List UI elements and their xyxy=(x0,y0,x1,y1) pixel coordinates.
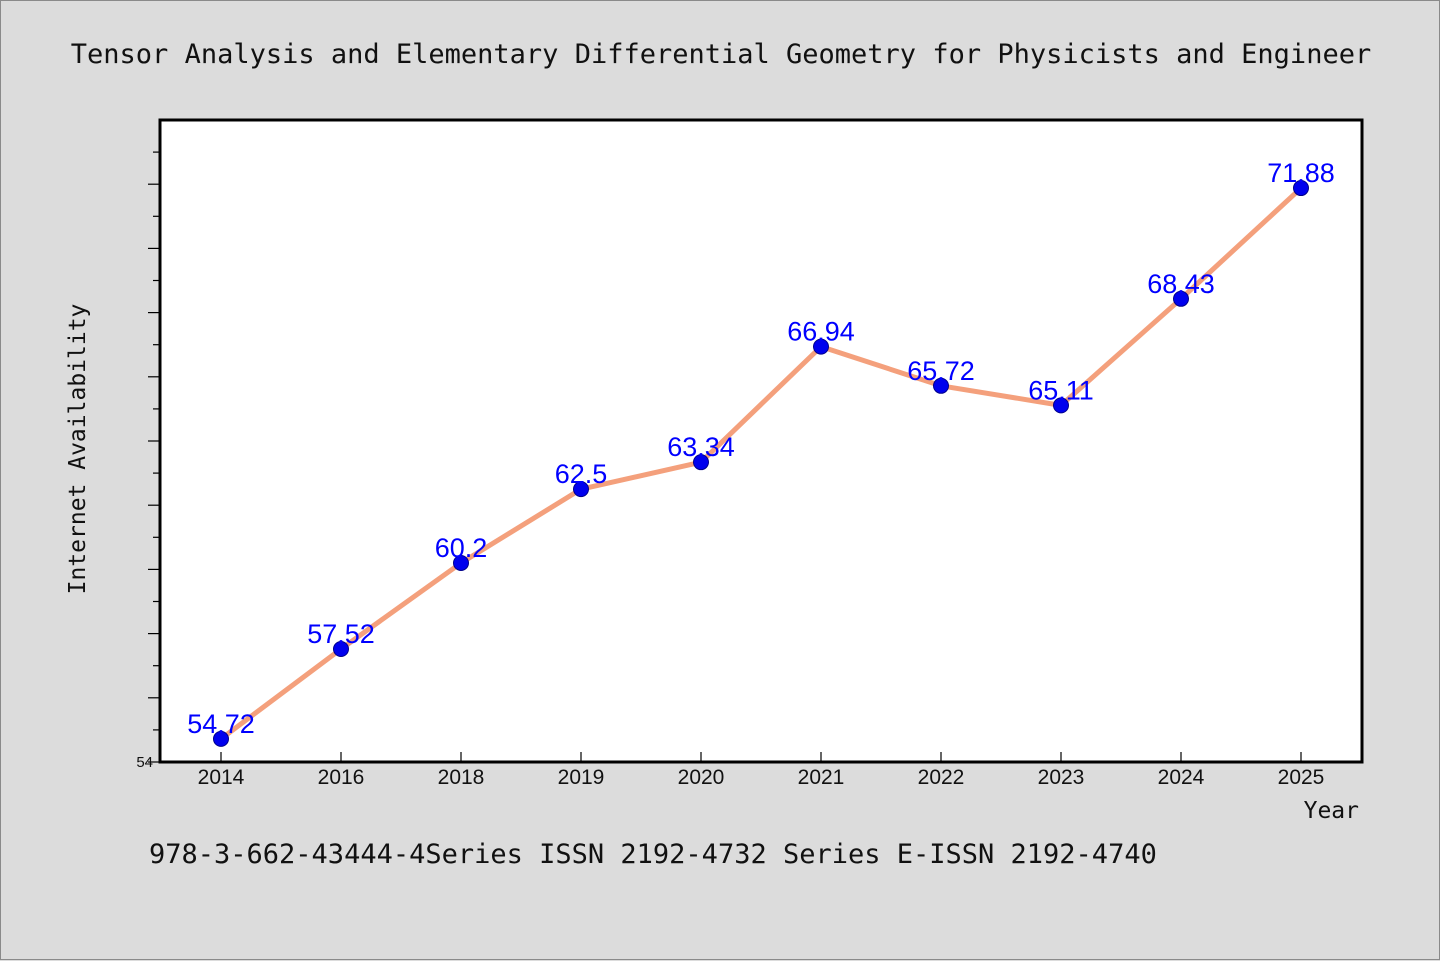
data-label-group: 54.72 57.52 60.2 62.5 63.34 66.94 65.72 65.11 68… xyxy=(187,158,1335,739)
data-point xyxy=(693,454,709,471)
data-label: 66.94 xyxy=(787,317,855,347)
x-tick-label: 2022 xyxy=(918,766,965,789)
data-point xyxy=(1293,180,1309,197)
data-label: 62.5 xyxy=(555,459,608,489)
data-label: 65.72 xyxy=(907,356,975,386)
data-point xyxy=(573,481,589,498)
x-tick-label: 2023 xyxy=(1038,766,1085,789)
data-label: 60.2 xyxy=(435,533,488,563)
data-label: 68.43 xyxy=(1147,269,1215,299)
x-axis-ticks: 2014 2016 2018 2019 2020 2021 2022 2023 2024 2025 xyxy=(198,752,1325,789)
data-point xyxy=(1053,397,1069,414)
data-point xyxy=(813,338,829,355)
series-line xyxy=(218,185,1304,742)
x-tick-label: 2018 xyxy=(438,766,485,789)
data-point xyxy=(453,554,469,571)
data-label: 65.11 xyxy=(1028,375,1094,405)
data-point xyxy=(933,377,949,394)
data-label: 71.88 xyxy=(1267,158,1335,188)
data-point xyxy=(1173,290,1189,307)
x-axis-label: Year xyxy=(1304,798,1359,824)
series-group xyxy=(213,180,1309,747)
y-tick-label: 54 xyxy=(136,754,153,771)
y-axis-label: Internet Availability xyxy=(65,304,91,595)
data-label: 57.52 xyxy=(307,619,375,649)
x-tick-label: 2016 xyxy=(318,766,365,789)
x-tick-label: 2024 xyxy=(1158,766,1205,789)
x-tick-label: 2021 xyxy=(798,766,845,789)
data-label: 54.72 xyxy=(187,709,255,739)
chart-title: Tensor Analysis and Elementary Different… xyxy=(71,39,1371,70)
x-tick-label: 2025 xyxy=(1278,766,1325,789)
x-tick-label: 2014 xyxy=(198,766,245,789)
x-tick-label: 2020 xyxy=(678,766,725,789)
data-point xyxy=(213,730,229,747)
plot-area xyxy=(158,118,1364,764)
footer-isbn-text: 978-3-662-43444-4Series ISSN 2192-4732 S… xyxy=(149,839,1157,870)
y-axis-ticks: 54 xyxy=(136,151,160,771)
x-tick-label: 2019 xyxy=(558,766,605,789)
data-label: 63.34 xyxy=(667,432,735,462)
data-point xyxy=(333,641,349,658)
